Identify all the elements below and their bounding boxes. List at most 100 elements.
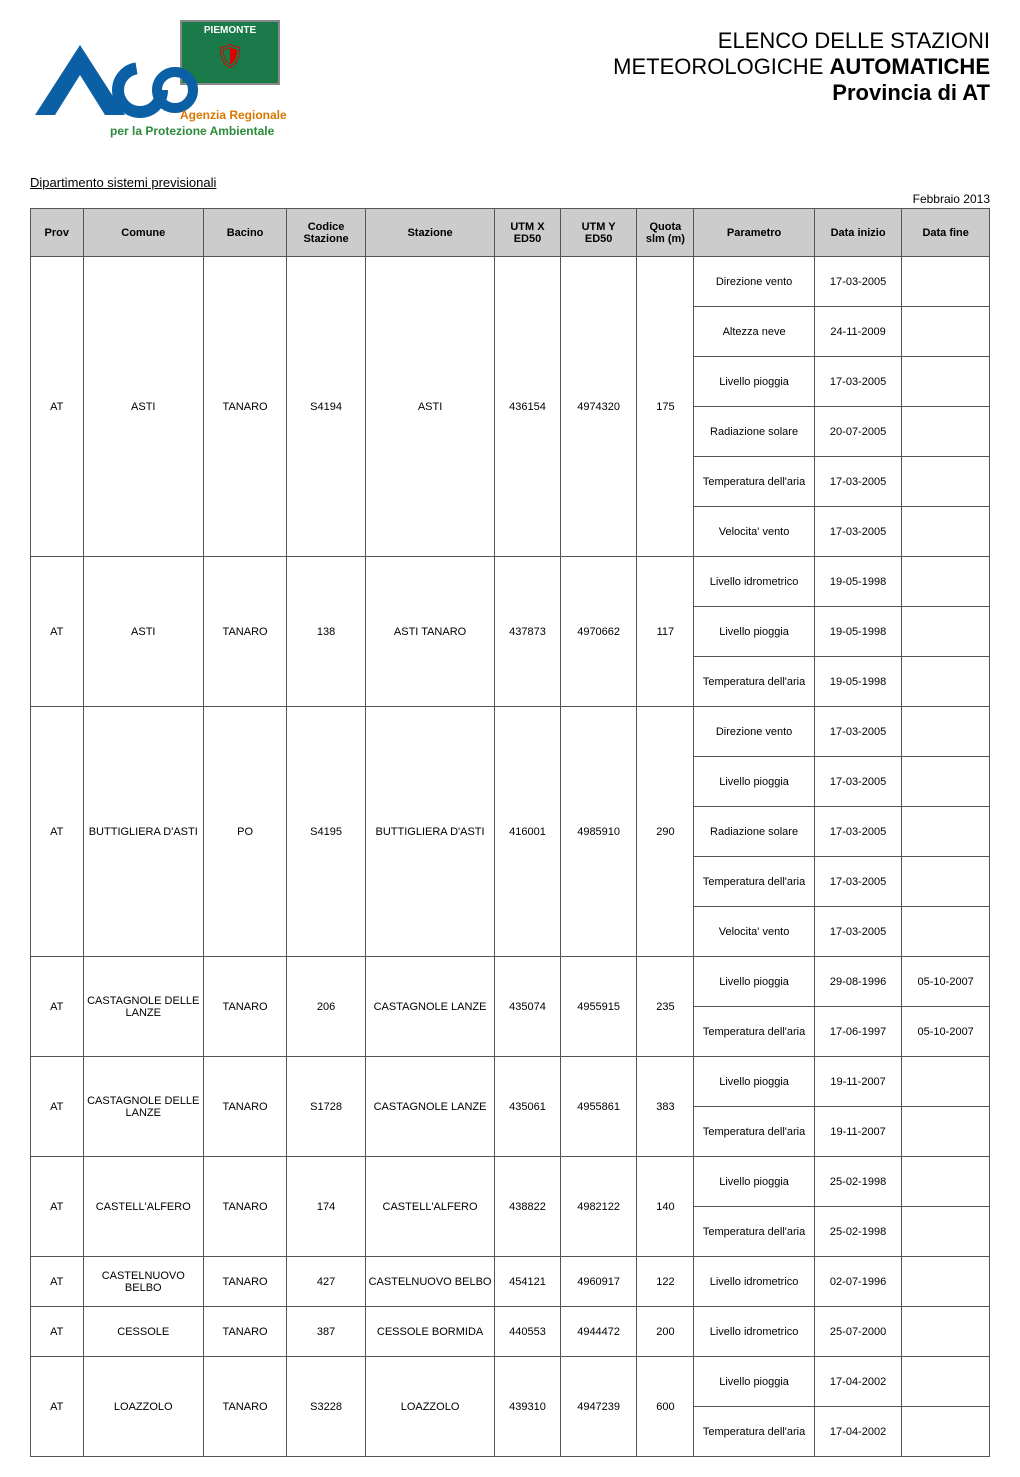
cell-utmx: 416001 [495,707,561,957]
cell-prov: AT [31,707,84,957]
cell-quota: 175 [637,257,694,557]
cell-parametro: Livello pioggia [694,1157,814,1207]
cell-data-fine [902,907,990,957]
column-header-utmx: UTM XED50 [495,209,561,257]
cell-stazione: CASTAGNOLE LANZE [365,957,494,1057]
cell-data-inizio: 25-07-2000 [814,1307,902,1357]
cell-codice: S3228 [287,1357,366,1457]
stations-table: ProvComuneBacinoCodiceStazioneStazioneUT… [30,208,990,1457]
cell-data-fine [902,1307,990,1357]
table-row: ATCASTAGNOLE DELLE LANZETANAROS1728CASTA… [31,1057,990,1107]
cell-parametro: Radiazione solare [694,807,814,857]
cell-bacino: TANARO [203,557,286,707]
cell-prov: AT [31,1057,84,1157]
column-header-inizio: Data inizio [814,209,902,257]
cell-data-inizio: 17-03-2005 [814,907,902,957]
cell-data-inizio: 17-04-2002 [814,1357,902,1407]
cell-utmx: 438822 [495,1157,561,1257]
cell-parametro: Direzione vento [694,257,814,307]
cell-stazione: LOAZZOLO [365,1357,494,1457]
cell-stazione: ASTI [365,257,494,557]
cell-data-fine [902,1057,990,1107]
cell-comune: LOAZZOLO [83,1357,203,1457]
cell-comune: ASTI [83,257,203,557]
cell-prov: AT [31,1257,84,1307]
cell-utmy: 4970662 [560,557,637,707]
title-line2-normal: METEOROLOGICHE [613,54,829,79]
cell-data-fine [902,807,990,857]
page-header: Agenzia Regionale per la Protezione Ambi… [30,20,990,150]
cell-utmy: 4960917 [560,1257,637,1307]
cell-data-inizio: 02-07-1996 [814,1257,902,1307]
cell-quota: 117 [637,557,694,707]
column-header-fine: Data fine [902,209,990,257]
table-row: ATASTITANARO138ASTI TANARO43787349706621… [31,557,990,607]
table-row: ATASTITANAROS4194ASTI4361544974320175Dir… [31,257,990,307]
cell-data-fine: 05-10-2007 [902,957,990,1007]
cell-parametro: Temperatura dell'aria [694,457,814,507]
cell-data-inizio: 29-08-1996 [814,957,902,1007]
cell-codice: 138 [287,557,366,707]
column-header-param: Parametro [694,209,814,257]
cell-data-inizio: 17-03-2005 [814,257,902,307]
title-line1: ELENCO DELLE STAZIONI [613,28,990,54]
cell-data-inizio: 25-02-1998 [814,1157,902,1207]
cell-stazione: BUTTIGLIERA D'ASTI [365,707,494,957]
cell-parametro: Livello pioggia [694,1057,814,1107]
cell-comune: ASTI [83,557,203,707]
arpa-logo-icon [30,35,200,120]
cell-comune: BUTTIGLIERA D'ASTI [83,707,203,957]
cell-comune: CESSOLE [83,1307,203,1357]
logo-agency-line1: Agenzia Regionale [180,108,287,122]
title-line3: Provincia di AT [613,80,990,106]
cell-utmy: 4982122 [560,1157,637,1257]
page-title-block: ELENCO DELLE STAZIONI METEOROLOGICHE AUT… [613,20,990,106]
cell-utmy: 4947239 [560,1357,637,1457]
cell-quota: 140 [637,1157,694,1257]
cell-comune: CASTAGNOLE DELLE LANZE [83,1057,203,1157]
cell-codice: S4195 [287,707,366,957]
cell-parametro: Radiazione solare [694,407,814,457]
cell-bacino: TANARO [203,1357,286,1457]
cell-stazione: CASTAGNOLE LANZE [365,1057,494,1157]
table-body: ATASTITANAROS4194ASTI4361544974320175Dir… [31,257,990,1457]
cell-parametro: Temperatura dell'aria [694,857,814,907]
cell-data-inizio: 19-05-1998 [814,557,902,607]
title-line2-bold: AUTOMATICHE [829,54,990,79]
column-header-utmy: UTM YED50 [560,209,637,257]
cell-comune: CASTAGNOLE DELLE LANZE [83,957,203,1057]
column-header-bacino: Bacino [203,209,286,257]
department-label: Dipartimento sistemi previsionali [30,175,990,190]
cell-utmy: 4955915 [560,957,637,1057]
cell-bacino: TANARO [203,1057,286,1157]
cell-stazione: CASTELL'ALFERO [365,1157,494,1257]
cell-parametro: Temperatura dell'aria [694,1407,814,1457]
cell-parametro: Temperatura dell'aria [694,1107,814,1157]
cell-data-fine [902,1107,990,1157]
cell-data-inizio: 19-11-2007 [814,1057,902,1107]
cell-quota: 290 [637,707,694,957]
cell-data-inizio: 17-03-2005 [814,857,902,907]
cell-data-inizio: 19-11-2007 [814,1107,902,1157]
cell-utmx: 440553 [495,1307,561,1357]
cell-data-fine [902,507,990,557]
cell-data-fine [902,1157,990,1207]
cell-utmy: 4944472 [560,1307,637,1357]
cell-utmx: 436154 [495,257,561,557]
cell-utmy: 4985910 [560,707,637,957]
cell-quota: 235 [637,957,694,1057]
cell-prov: AT [31,1357,84,1457]
cell-codice: 387 [287,1307,366,1357]
cell-bacino: TANARO [203,1157,286,1257]
cell-data-fine [902,407,990,457]
cell-quota: 122 [637,1257,694,1307]
cell-data-inizio: 17-03-2005 [814,707,902,757]
cell-data-fine [902,1257,990,1307]
cell-data-fine [902,757,990,807]
logo-agency-line2: per la Protezione Ambientale [110,124,274,138]
cell-parametro: Livello idrometrico [694,1257,814,1307]
cell-codice: 427 [287,1257,366,1307]
cell-parametro: Velocita' vento [694,507,814,557]
cell-data-fine [902,1207,990,1257]
cell-prov: AT [31,557,84,707]
